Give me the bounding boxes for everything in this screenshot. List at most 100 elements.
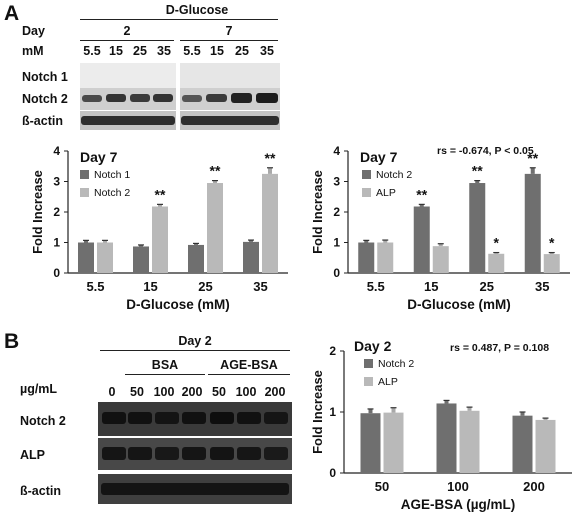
error-bar [549,252,554,255]
x-tick-label: 15 [143,279,157,294]
panel-b-letter: B [4,330,20,353]
legend-label: Notch 1 [94,169,130,181]
blot-a-actin-day2 [80,111,176,130]
legend-label: Notch 2 [378,358,414,370]
lane-label: 200 [264,385,286,399]
blot-b-actin [98,474,292,504]
blot-a-notch2-day7 [180,88,280,110]
legend-label: ALP [376,187,396,199]
x-tick-label: 100 [447,479,469,494]
bar [152,206,168,273]
x-tick-label: 25 [480,279,494,294]
chart-notch1-notch2-day7: 0 1 2 3 4 Fold Increase D-Glucose (mM) Day 7 Not… [30,144,288,312]
blot-a-mm-label: mM [22,44,44,58]
significance-mark: * [494,235,500,251]
bar [413,206,430,273]
lane-label: 5.5 [83,44,101,58]
error-bar [84,240,88,243]
chart-notch2-alp-day7: 0 1 2 3 4 Fold Increase D-Glucose (mM) Day 7 rs … [310,144,570,312]
chart-title: Day 7 [80,149,118,165]
bar [383,412,404,473]
y-axis-label: Fold Increase [310,170,325,254]
error-bar [391,407,396,413]
y-tick-label: 3 [53,175,60,189]
blot-b-header-line [100,350,290,351]
y-axis-label: Fold Increase [310,370,325,454]
blot-a-header: D-Glucose [165,3,229,17]
error-bar [368,408,373,414]
y-tick-label: 2 [329,344,336,358]
legend-swatch [80,170,89,179]
x-axis-label: D-Glucose (mM) [407,297,511,312]
error-bar [213,180,217,184]
bar [377,242,394,273]
x-axis-label: AGE-BSA (µg/mL) [401,497,516,512]
blot-b-row-label-notch2: Notch 2 [20,414,66,428]
legend-swatch [364,377,373,386]
bar [459,410,480,473]
y-tick-label: 3 [333,175,340,189]
blot-a-notch1-day7 [180,63,280,89]
blot-a-actin-day7 [180,111,280,130]
chart-notch2-alp-day2: 0 1 2 Fold Increase AGE-BSA (µg/mL) Day 2 rs =… [310,338,572,512]
bar [262,173,278,273]
significance-mark: ** [527,150,538,166]
blot-b-agebsa-line [208,374,290,375]
bar [78,242,94,273]
blot-b-day-header: Day 2 [178,334,212,348]
blot-a-row-label-actin: ß-actin [22,114,63,128]
y-tick-label: 4 [333,144,340,158]
error-bar [383,240,388,243]
bar [512,415,533,473]
significance-mark: ** [155,186,166,202]
y-tick-label: 0 [333,266,340,280]
error-bar [475,180,480,184]
stat-annotation: rs = 0.487, P = 0.108 [450,342,549,354]
chart-title: Day 7 [360,149,398,165]
bar [133,246,149,273]
lane-label: 0 [108,385,116,399]
chart-title: Day 2 [354,338,392,354]
error-bar [530,167,535,174]
error-bar [364,240,369,243]
lane-label: 50 [130,385,144,399]
blot-a-day-label: Day [22,24,45,38]
error-bar [543,418,548,420]
bar [243,241,259,273]
lane-label: 35 [260,44,274,58]
error-bar [139,244,143,247]
lane-label: 50 [212,385,226,399]
bar [358,242,375,273]
error-bar [467,407,472,411]
legend-swatch [364,359,373,368]
stat-annotation: rs = -0.674, P < 0.05 [437,145,534,157]
significance-mark: ** [210,163,221,179]
blot-b-alp [98,438,292,470]
x-tick-label: 35 [253,279,267,294]
legend-label: Notch 2 [376,169,412,181]
blot-a-day-7: 7 [225,24,233,38]
blot-b-row-label-alp: ALP [20,448,45,462]
blot-a-day7-line [180,40,278,41]
panel-a-letter: A [4,2,20,25]
y-tick-label: 0 [53,266,60,280]
lane-label: 35 [157,44,171,58]
blot-a-notch2-day2 [80,88,176,110]
y-axis-label: Fold Increase [30,170,45,254]
y-tick-label: 1 [333,236,340,250]
y-tick-label: 2 [53,205,60,219]
error-bar [494,252,499,254]
x-tick-label: 5.5 [367,279,385,294]
lane-label: 100 [153,385,175,399]
x-tick-label: 25 [198,279,212,294]
blot-b-notch2 [98,402,292,436]
error-bar [444,400,449,404]
significance-mark: ** [416,186,427,202]
lane-label: 15 [109,44,123,58]
blot-b-row-label-actin: ß-actin [20,484,61,498]
lane-label: 100 [235,385,257,399]
error-bar [268,167,272,174]
blot-b-unit-label: µg/mL [20,382,58,396]
legend-swatch [362,188,371,197]
error-bar [520,412,525,416]
